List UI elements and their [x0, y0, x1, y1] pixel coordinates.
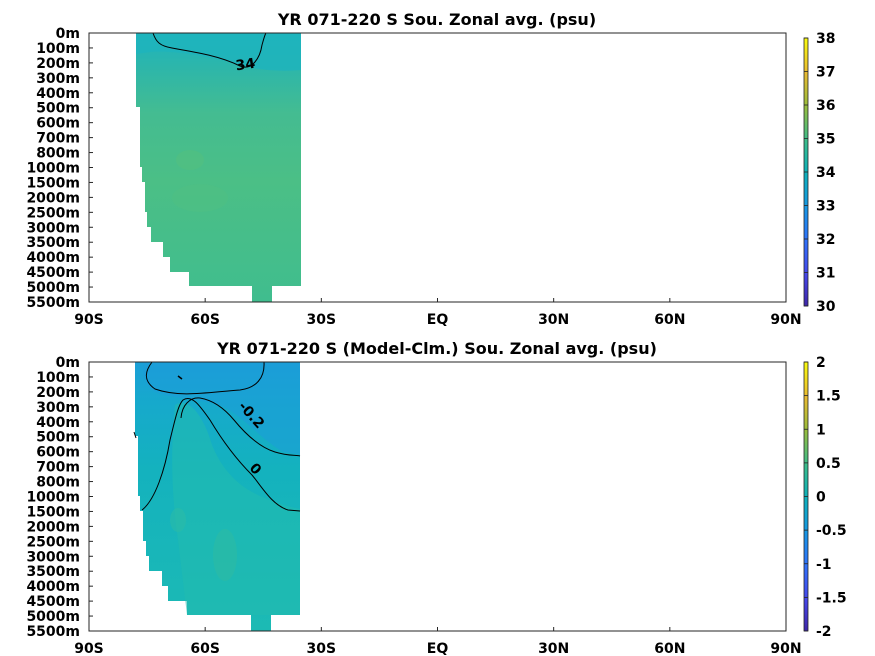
- y-tick-label: 5000m: [26, 609, 80, 625]
- y-tick-label: 800m: [36, 475, 80, 491]
- colorbar-tick-label: -2: [816, 624, 832, 640]
- colorbar-tick-label: -1: [816, 557, 832, 573]
- x-tick-label: EQ: [427, 641, 449, 656]
- y-tick-label: 0m: [56, 26, 80, 42]
- colorbar-tick-label: 1: [816, 422, 826, 438]
- y-tick-label: 5500m: [26, 624, 80, 640]
- colorbar-tick-label: 38: [816, 31, 835, 47]
- x-tick-label: 30N: [538, 641, 569, 656]
- y-tick-label: 3000m: [26, 220, 80, 236]
- panel-2-colorbar: -2 -1.5 -1 -0.5 0 0.5 1 1.5 2: [803, 355, 847, 640]
- colorbar-tick-label: -0.5: [816, 523, 847, 539]
- colorbar-tick-label: 30: [816, 299, 836, 315]
- panel-2-y-ticks: 0m100m200m300m400m500m600m700m800m1000m1…: [26, 355, 93, 640]
- y-tick-label: 2500m: [26, 534, 80, 550]
- panel-1-title: YR 071-220 S Sou. Zonal avg. (psu): [277, 10, 596, 29]
- colorbar-tick-label: 32: [816, 232, 835, 248]
- panel-1: YR 071-220 S Sou. Zonal avg. (psu) 34 0m…: [26, 10, 835, 328]
- y-tick-label: 1500m: [26, 175, 80, 191]
- colorbar-tick-label: 34: [816, 165, 836, 181]
- x-tick-label: 90S: [74, 641, 104, 656]
- panel-2-field: [135, 362, 300, 631]
- x-tick-label: 30N: [538, 312, 569, 328]
- panel-1-x-ticks: 90S 60S 30S EQ 30N 60N 90N: [74, 298, 802, 328]
- y-tick-label: 100m: [36, 370, 80, 386]
- x-tick-label: 90S: [74, 312, 104, 328]
- y-tick-label: 400m: [36, 415, 80, 431]
- panel-2: YR 071-220 S (Model-Clm.) Sou. Zonal avg…: [26, 339, 846, 656]
- y-tick-label: 2500m: [26, 205, 80, 221]
- colorbar-tick-label: 31: [816, 266, 835, 282]
- y-tick-label: 5500m: [26, 295, 80, 311]
- y-tick-label: 700m: [36, 460, 80, 476]
- y-tick-label: 300m: [36, 71, 80, 87]
- y-tick-label: 500m: [36, 430, 80, 446]
- x-tick-label: 30S: [307, 312, 337, 328]
- y-tick-label: 1500m: [26, 504, 80, 520]
- colorbar-tick-label: 2: [816, 355, 826, 371]
- panel-1-contour-label: 34: [235, 56, 257, 75]
- x-tick-label: 60N: [654, 312, 685, 328]
- y-tick-label: 100m: [36, 41, 80, 57]
- y-tick-label: 1000m: [26, 490, 80, 506]
- panel-2-title: YR 071-220 S (Model-Clm.) Sou. Zonal avg…: [216, 339, 657, 358]
- y-tick-label: 4500m: [26, 594, 80, 610]
- panel-1-field: [136, 33, 301, 302]
- y-tick-label: 3500m: [26, 564, 80, 580]
- y-tick-label: 200m: [36, 385, 80, 401]
- y-tick-label: 4000m: [26, 250, 80, 266]
- colorbar-tick-label: 36: [816, 98, 835, 114]
- colorbar-tick-label: 0: [816, 490, 826, 506]
- x-tick-label: 90N: [770, 312, 801, 328]
- y-tick-label: 300m: [36, 400, 80, 416]
- x-tick-label: 60S: [190, 312, 220, 328]
- y-tick-label: 800m: [36, 146, 80, 162]
- y-tick-label: 600m: [36, 116, 80, 132]
- y-tick-label: 4000m: [26, 579, 80, 595]
- x-tick-label: 90N: [770, 641, 801, 656]
- panel-1-y-ticks: 0m100m200m300m400m500m600m700m800m1000m1…: [26, 26, 93, 311]
- y-tick-label: 600m: [36, 445, 80, 461]
- y-tick-label: 3500m: [26, 235, 80, 251]
- colorbar-tick-label: 37: [816, 65, 835, 81]
- y-tick-label: 2000m: [26, 519, 80, 535]
- x-tick-label: 60S: [190, 641, 220, 656]
- colorbar-tick-label: -1.5: [816, 590, 847, 606]
- panel-2-x-ticks: 90S 60S 30S EQ 30N 60N 90N: [74, 627, 802, 656]
- x-tick-label: EQ: [427, 312, 449, 328]
- colorbar-tick-label: 1.5: [816, 389, 841, 405]
- y-tick-label: 500m: [36, 101, 80, 117]
- y-tick-label: 5000m: [26, 280, 80, 296]
- colorbar-tick-label: 33: [816, 199, 835, 215]
- y-tick-label: 400m: [36, 86, 80, 102]
- y-tick-label: 1000m: [26, 161, 80, 177]
- y-tick-label: 3000m: [26, 549, 80, 565]
- panel-1-colorbar: 30 31 32 33 34 35 36 37 38: [803, 31, 836, 315]
- y-tick-label: 2000m: [26, 190, 80, 206]
- colorbar-tick-label: 35: [816, 132, 835, 148]
- x-tick-label: 30S: [307, 641, 337, 656]
- panel-1-contours: 34: [152, 32, 267, 75]
- colorbar-tick-label: 0.5: [816, 456, 841, 472]
- y-tick-label: 200m: [36, 56, 80, 72]
- y-tick-label: 700m: [36, 131, 80, 147]
- y-tick-label: 0m: [56, 355, 80, 371]
- x-tick-label: 60N: [654, 641, 685, 656]
- y-tick-label: 4500m: [26, 265, 80, 281]
